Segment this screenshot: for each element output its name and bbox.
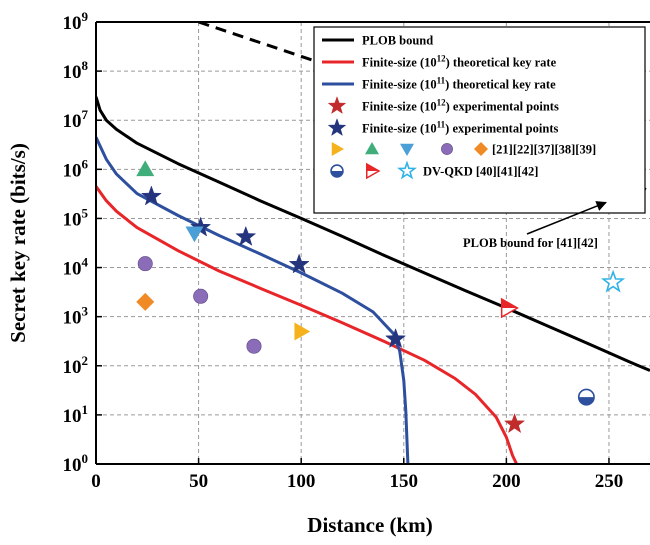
series-line-finite-1e12 (96, 185, 518, 464)
legend-box (313, 26, 646, 214)
legend-label: Finite-size (1011) experimental points (362, 120, 558, 136)
x-tick-label: 250 (595, 471, 624, 492)
x-tick-label: 50 (189, 471, 208, 492)
data-point-circle (137, 256, 153, 272)
legend-item: Finite-size (1011) theoretical key rate (322, 76, 556, 92)
legend-marker (330, 164, 344, 178)
y-tick-label: 106 (63, 156, 89, 181)
legend-label: [21][22][37][38][39] (492, 143, 596, 157)
y-tick-label: 109 (63, 9, 89, 34)
legend-item: [21][22][37][38][39] (331, 142, 596, 157)
legend-item: DV-QKD [40][41][42] (330, 160, 538, 180)
y-tick-label: 100 (63, 451, 89, 476)
annotation-arrow (526, 201, 607, 235)
x-tick-label: 0 (91, 471, 101, 492)
y-tick-label: 102 (63, 353, 89, 378)
data-point-triangle-right (294, 322, 311, 341)
legend-marker (331, 142, 344, 156)
marker-fill (331, 171, 343, 177)
legend-star (327, 118, 347, 136)
data-point-triangle-up (136, 160, 155, 177)
data-point-star (235, 225, 257, 246)
legend-marker (397, 160, 417, 180)
marker-fill (366, 164, 379, 171)
y-tick-label: 108 (63, 58, 89, 83)
x-tick-label: 100 (287, 471, 316, 492)
data-point-circle (246, 338, 262, 354)
legend-item: PLOB bound (322, 34, 433, 48)
x-axis-ticks: 0 50 100 150 200 250 (91, 458, 623, 492)
legend-label: PLOB bound (362, 34, 433, 48)
data-point-star (385, 327, 407, 348)
data-point-star-open (600, 269, 626, 293)
legend-marker (441, 143, 453, 155)
annotation-label: PLOB bound for [41][42] (463, 236, 598, 250)
data-point-star (288, 253, 310, 274)
legend-marker (365, 142, 379, 155)
x-axis-title: Distance (km) (307, 513, 432, 537)
data-point-star (503, 412, 526, 434)
annotation: PLOB bound for [41][42] (463, 201, 607, 250)
data-point-triangle-right-half (500, 297, 519, 319)
legend-label: Finite-size (1012) theoretical key rate (362, 54, 557, 70)
legend-marker (400, 143, 414, 156)
data-point-circle (193, 288, 209, 304)
y-tick-label: 101 (63, 402, 89, 427)
series-line-plob (96, 96, 650, 372)
legend-label: DV-QKD [40][41][42] (423, 165, 538, 179)
legend-marker (366, 162, 381, 180)
marker-fill (578, 397, 595, 405)
data-point-circle-half (577, 388, 595, 406)
legend: PLOB bound Finite-size (1012) theoretical… (313, 26, 646, 214)
legend-label: Finite-size (1011) theoretical key rate (362, 76, 556, 92)
data-points (136, 160, 626, 434)
data-point-star (140, 185, 162, 206)
y-tick-label: 107 (63, 107, 89, 132)
x-tick-label: 200 (492, 471, 521, 492)
x-tick-label: 150 (390, 471, 419, 492)
y-tick-label: 103 (63, 304, 89, 329)
plot-frame (95, 21, 650, 465)
y-tick-label: 105 (63, 205, 89, 230)
legend-item: Finite-size (1012) theoretical key rate (322, 54, 557, 70)
legend-item: Finite-size (1011) experimental points (327, 118, 558, 136)
data-point-triangle-down (185, 226, 204, 243)
legend-label: Finite-size (1012) experimental points (362, 98, 559, 114)
series-line-finite-1e11 (96, 136, 410, 464)
data-point-diamond (136, 292, 155, 311)
legend-star (327, 96, 347, 114)
marker-fill (501, 299, 518, 309)
y-axis-title: Secret key rate (bits/s) (6, 143, 30, 343)
y-axis-ticks: 100 101 102 103 104 105 106 107 108 109 (63, 9, 102, 476)
y-tick-label: 104 (63, 255, 89, 280)
legend-marker (474, 142, 488, 156)
legend-item: Finite-size (1012) experimental points (327, 96, 559, 114)
